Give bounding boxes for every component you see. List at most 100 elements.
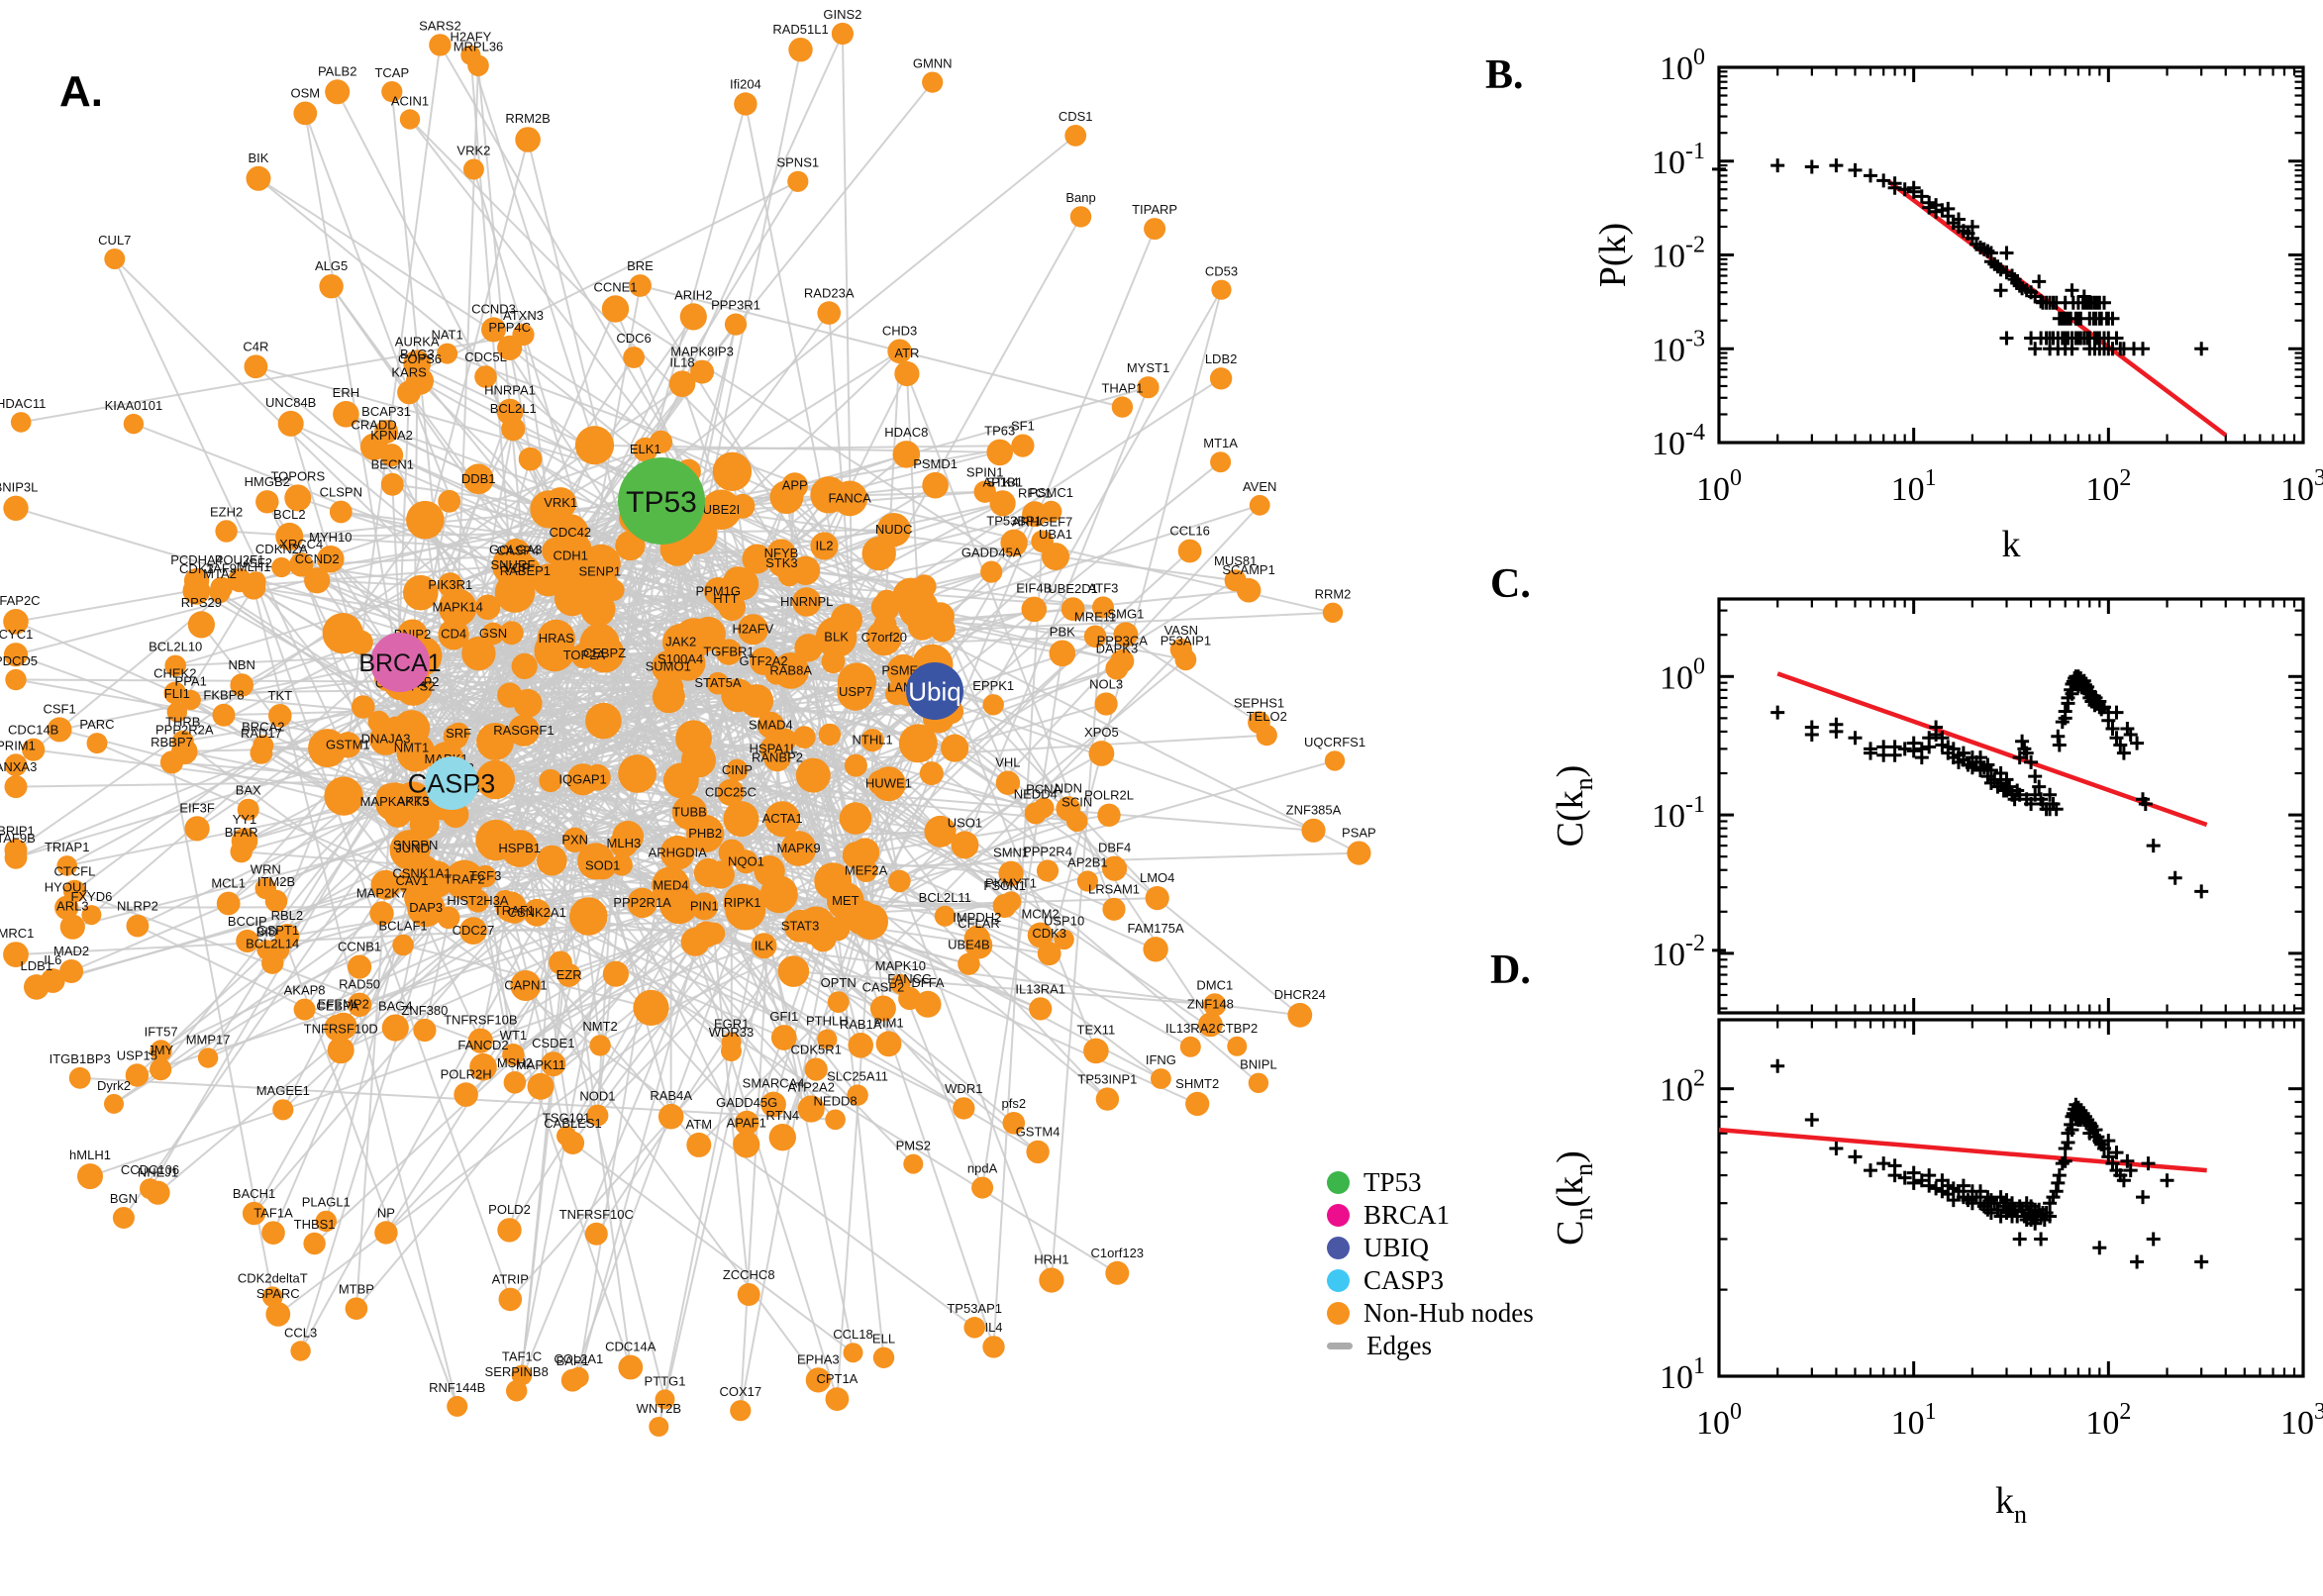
network-node-label: CPT1A [816,1371,858,1386]
network-node [183,567,210,594]
network-node [995,770,1021,795]
network-node-label: NAT1 [431,328,462,343]
network-node-label: PPA1 [175,674,207,689]
network-node-label: PPP4C [488,320,531,335]
network-node-label: CCL3 [284,1325,317,1340]
x-tick-label: 100 [1696,1399,1742,1442]
network-node-label: THRB [165,715,200,730]
network-node-label: FAM175A [1128,921,1184,936]
panel-d-label: D. [1490,948,1531,993]
network-node-label: ARL3 [56,899,89,914]
network-node-label: SEPHS1 [1234,695,1284,710]
network-node [1097,803,1121,827]
y-tick-label: 10-3 [1652,326,1705,368]
network-edge [90,652,396,916]
network-edge [399,661,857,820]
network-node-label: POLR2L [1084,788,1134,803]
network-node [922,471,949,499]
network-node [982,1336,1005,1358]
network-node-label: EIF3F [179,800,214,815]
network-node [787,170,809,192]
legend-item-label: CASP3 [1364,1265,1445,1295]
network-node [150,1040,172,1062]
network-node-label: SCAMP1 [1222,562,1274,577]
network-node-label: ILK [755,938,774,952]
network-node [498,1287,523,1312]
network-node-label: STAT5A [694,675,742,690]
network-node-label: AKAP8 [284,983,326,998]
network-node-label: TCF3 [469,868,502,883]
network-node [293,101,318,126]
network-edge [388,795,700,1147]
network-node [912,574,937,599]
network-node [77,1163,103,1190]
network-node [81,905,102,926]
network-node [817,1029,838,1049]
plot-ticks [1717,599,2305,1013]
network-edge [336,91,733,853]
network-node-label: TP53AP1 [947,1301,1002,1316]
network-node [1064,124,1087,147]
network-node [277,410,304,437]
hub-node-brca1-label: BRCA1 [358,649,441,677]
network-node-label: VASN [1164,623,1198,638]
network-node-label: PDCD5 [0,653,38,668]
network-node [1111,396,1134,418]
network-node [717,778,745,807]
network-node-label: DNAJA3 [361,731,411,746]
network-node-label: HDAC11 [0,396,46,411]
network-node [303,1232,326,1255]
network-node-label: CDC27 [453,923,495,938]
brca1-dot-icon [1327,1204,1350,1227]
network-node [1145,886,1169,911]
network-edge [277,945,765,1316]
network-node [438,588,477,627]
network-node-label: IQGAP1 [558,771,606,786]
network-node-label: BLK [824,630,849,645]
network-node-label: UQCRFS1 [1304,735,1365,749]
network-node [1076,870,1098,892]
network-node [438,489,461,513]
network-node-label: TKT [268,688,293,703]
network-node-label: IL2 [815,539,833,553]
plot-panel-c: 100 10-1 10-2 C(kn) [1550,597,2305,1015]
network-node [380,472,404,496]
network-node-label: C4R [243,339,268,353]
hub-node-ubiq-label: Ubiq [908,676,960,706]
network-node [459,917,487,945]
network-node [3,495,29,521]
network-node-label: SARS2 [419,18,461,33]
network-node [254,877,277,900]
network-node [730,1400,752,1422]
network-node-label: NEDD8 [814,1094,858,1109]
network-node [668,370,696,398]
network-node [403,574,439,611]
network-node-label: NTHL1 [853,733,893,748]
network-node [126,914,150,938]
network-node [1094,692,1118,716]
network-node [474,594,501,621]
network-node [690,359,715,384]
network-node-label: OSM [290,86,320,101]
network-node-label: POLD2 [488,1202,531,1217]
network-node-label: BNIPL [1240,1057,1277,1072]
network-node [723,801,759,838]
network-node-label: SMARCA4 [743,1076,805,1091]
network-node [780,831,817,866]
network-node [534,630,575,672]
network-node-label: PMS2 [896,1139,931,1153]
network-node [381,1014,409,1042]
network-node [623,347,645,368]
network-node-label: JUND [395,841,430,855]
network-node-label: BCL2L1 [490,401,537,416]
network-node [447,1395,468,1417]
network-node-label: COPS6 [398,351,442,366]
network-node [246,571,266,592]
network-node [810,532,839,560]
network-node [734,1110,759,1136]
network-node-label: MAD2 [53,944,89,958]
network-node-label: RBL2 [271,908,304,923]
network-edge [15,778,496,788]
legend-item-label: UBIQ [1364,1233,1429,1262]
network-node [1203,993,1227,1017]
